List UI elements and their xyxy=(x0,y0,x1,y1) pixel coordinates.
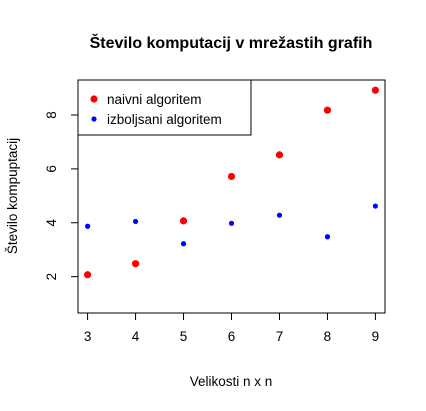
improved-point xyxy=(276,212,283,218)
legend-label: izboljsani algoritem xyxy=(107,112,222,127)
legend-label: naivni algoritem xyxy=(107,92,202,107)
x-tick-label: 3 xyxy=(84,329,92,344)
improved-point xyxy=(132,218,139,225)
y-tick-label: 4 xyxy=(44,219,59,227)
improved-point xyxy=(228,220,235,226)
improved-point xyxy=(84,223,91,229)
improved-point xyxy=(180,241,187,247)
y-axis: 2 4 6 8 xyxy=(44,111,78,280)
naive-point xyxy=(371,86,380,94)
x-tick-label: 8 xyxy=(324,329,332,344)
naive-point xyxy=(179,217,188,225)
legend: naivni algoritem izboljsani algoritem xyxy=(77,79,252,136)
legend-marker xyxy=(90,95,98,103)
y-axis-label: Število kompuptacij xyxy=(5,138,20,254)
x-tick-label: 9 xyxy=(372,329,380,344)
improved-point xyxy=(372,203,379,209)
y-tick-label: 2 xyxy=(44,273,59,281)
x-tick-label: 4 xyxy=(132,329,140,344)
y-tick-label: 8 xyxy=(44,111,59,119)
data-points xyxy=(83,86,380,279)
x-axis-label: Velikosti n x n xyxy=(190,374,273,389)
legend-marker xyxy=(91,116,97,122)
x-tick-label: 5 xyxy=(180,329,188,344)
naive-point xyxy=(275,151,284,159)
y-tick-label: 6 xyxy=(44,165,59,173)
naive-point xyxy=(323,106,332,114)
legend-box xyxy=(77,79,252,136)
x-tick-label: 7 xyxy=(276,329,284,344)
naive-point xyxy=(83,271,92,279)
chart-title: Število komputacij v mrežastih grafih xyxy=(90,33,373,52)
x-tick-label: 6 xyxy=(228,329,236,344)
improved-point xyxy=(324,234,331,240)
naive-point xyxy=(131,260,140,268)
naive-point xyxy=(227,172,236,181)
x-axis: 3 4 5 6 7 8 9 xyxy=(84,313,379,344)
